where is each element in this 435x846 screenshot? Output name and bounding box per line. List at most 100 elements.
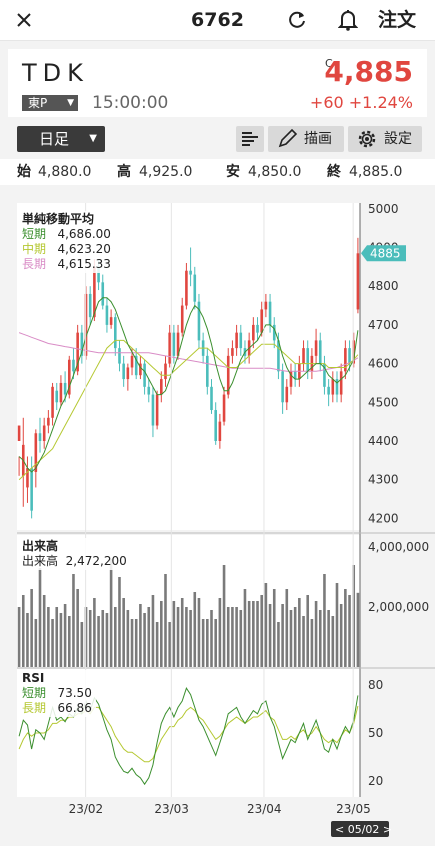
chart-toolbar: 日足 ▼ 描画 設定 bbox=[0, 117, 435, 159]
current-price: 4,885 bbox=[324, 55, 413, 88]
candle bbox=[118, 348, 121, 364]
indicator-list-button[interactable] bbox=[236, 126, 264, 152]
candle bbox=[260, 309, 263, 333]
volume-bar bbox=[59, 613, 63, 667]
candle bbox=[147, 386, 151, 395]
candle bbox=[59, 382, 63, 403]
pencil-icon bbox=[278, 129, 298, 148]
price-tick-label: 4400 bbox=[368, 434, 399, 448]
candle bbox=[160, 379, 163, 395]
candle bbox=[314, 340, 318, 356]
bell-icon[interactable] bbox=[337, 0, 362, 40]
candle bbox=[168, 332, 171, 364]
candle bbox=[327, 386, 330, 395]
x-tick-label: 23/05 bbox=[336, 802, 371, 816]
low-label: 安 bbox=[226, 164, 240, 180]
candle bbox=[331, 379, 335, 395]
candle bbox=[197, 301, 201, 341]
rsi-tick-label: 50 bbox=[368, 726, 383, 740]
ma-legend: 単純移動平均 短期 4,686.00 中期 4,623.20 長期 4,615.… bbox=[18, 211, 115, 273]
volume-title: 出来高 bbox=[22, 539, 59, 553]
candle bbox=[51, 386, 54, 418]
x-tick-label: 23/02 bbox=[69, 802, 104, 816]
date-scroll-label[interactable]: < 05/02 > bbox=[335, 823, 392, 836]
draw-button[interactable]: 描画 bbox=[268, 126, 344, 152]
ma-title: 単純移動平均 bbox=[22, 212, 95, 226]
top-bar: 6762 注文 bbox=[0, 0, 435, 41]
volume-bar bbox=[298, 598, 301, 667]
rsi-tick-label: 20 bbox=[368, 774, 383, 788]
candle bbox=[356, 253, 360, 310]
candle bbox=[134, 355, 138, 376]
quote-card: TDK 東P ▼ 15:00:00 C 4,885 +60 +1.24% bbox=[8, 49, 427, 117]
order-button[interactable]: 注文 bbox=[378, 9, 417, 31]
rsi-legend: RSI 短期 73.50 長期 66.86 bbox=[18, 670, 96, 717]
volume-value: 2,472,200 bbox=[65, 554, 127, 568]
candle bbox=[42, 425, 46, 441]
volume-bar bbox=[348, 595, 351, 667]
volume-bar bbox=[323, 574, 326, 667]
ma-long-value: 4,615.33 bbox=[57, 257, 111, 271]
period-label: 日足 bbox=[39, 130, 70, 148]
volume-bar bbox=[105, 613, 109, 667]
volume-bar bbox=[67, 616, 71, 667]
bars-icon bbox=[242, 132, 258, 146]
volume-bar bbox=[63, 604, 67, 667]
volume-bar bbox=[76, 589, 79, 667]
candle bbox=[55, 390, 59, 403]
volume-bar bbox=[80, 622, 84, 667]
candle bbox=[318, 340, 322, 364]
volume-bar bbox=[26, 613, 29, 667]
open-label: 始 bbox=[17, 164, 31, 180]
price-tick-label: 4700 bbox=[368, 318, 399, 332]
volume-bar bbox=[327, 610, 330, 667]
volume-bar bbox=[38, 568, 42, 667]
volume-tick-label: 2,000,000 bbox=[368, 600, 429, 614]
period-selector[interactable]: 日足 ▼ bbox=[17, 126, 105, 152]
volume-bar bbox=[72, 574, 75, 667]
candle bbox=[101, 282, 105, 306]
volume-name: 出来高 bbox=[22, 554, 59, 568]
candle bbox=[281, 371, 284, 403]
candle bbox=[344, 348, 347, 372]
volume-bar bbox=[151, 595, 155, 667]
volume-bar bbox=[134, 619, 138, 667]
last-price-label: 4885 bbox=[370, 246, 401, 260]
ma-long-line bbox=[18, 332, 359, 372]
volume-bar bbox=[185, 607, 188, 667]
market-selector[interactable]: 東P ▼ bbox=[22, 95, 78, 111]
volume-bar bbox=[164, 574, 167, 667]
volume-bar bbox=[42, 595, 46, 667]
candle bbox=[306, 348, 310, 372]
volume-bar bbox=[114, 607, 117, 667]
price-tick-label: 4500 bbox=[368, 395, 399, 409]
high-value: 4,925.0 bbox=[139, 164, 193, 180]
change-value: +60 bbox=[309, 93, 344, 112]
volume-bar bbox=[222, 565, 226, 667]
volume-bar bbox=[55, 607, 59, 667]
volume-bar bbox=[93, 598, 96, 667]
volume-bar bbox=[139, 604, 142, 667]
close-icon[interactable] bbox=[14, 0, 38, 40]
candle bbox=[352, 340, 356, 364]
reload-icon[interactable] bbox=[286, 0, 312, 40]
volume-bar bbox=[293, 607, 297, 667]
volume-bar bbox=[51, 619, 54, 667]
volume-bar bbox=[235, 607, 238, 667]
close-label: 終 bbox=[327, 164, 341, 180]
candle bbox=[17, 425, 21, 441]
settings-button[interactable]: 設定 bbox=[348, 126, 422, 152]
volume-bar bbox=[285, 589, 289, 667]
stock-chart[interactable]: 5000490048004700460045004400430042004885… bbox=[0, 185, 435, 846]
candle bbox=[26, 468, 29, 488]
chart-area[interactable]: 5000490048004700460045004400430042004885… bbox=[0, 185, 435, 846]
x-tick-label: 23/04 bbox=[247, 802, 282, 816]
price-tick-label: 5000 bbox=[368, 202, 399, 216]
volume-bar bbox=[277, 622, 280, 667]
volume-bar bbox=[206, 619, 209, 667]
volume-bar bbox=[352, 565, 356, 667]
volume-bar bbox=[130, 619, 134, 667]
candle bbox=[172, 332, 176, 356]
candle bbox=[335, 379, 339, 395]
candle bbox=[180, 305, 184, 333]
